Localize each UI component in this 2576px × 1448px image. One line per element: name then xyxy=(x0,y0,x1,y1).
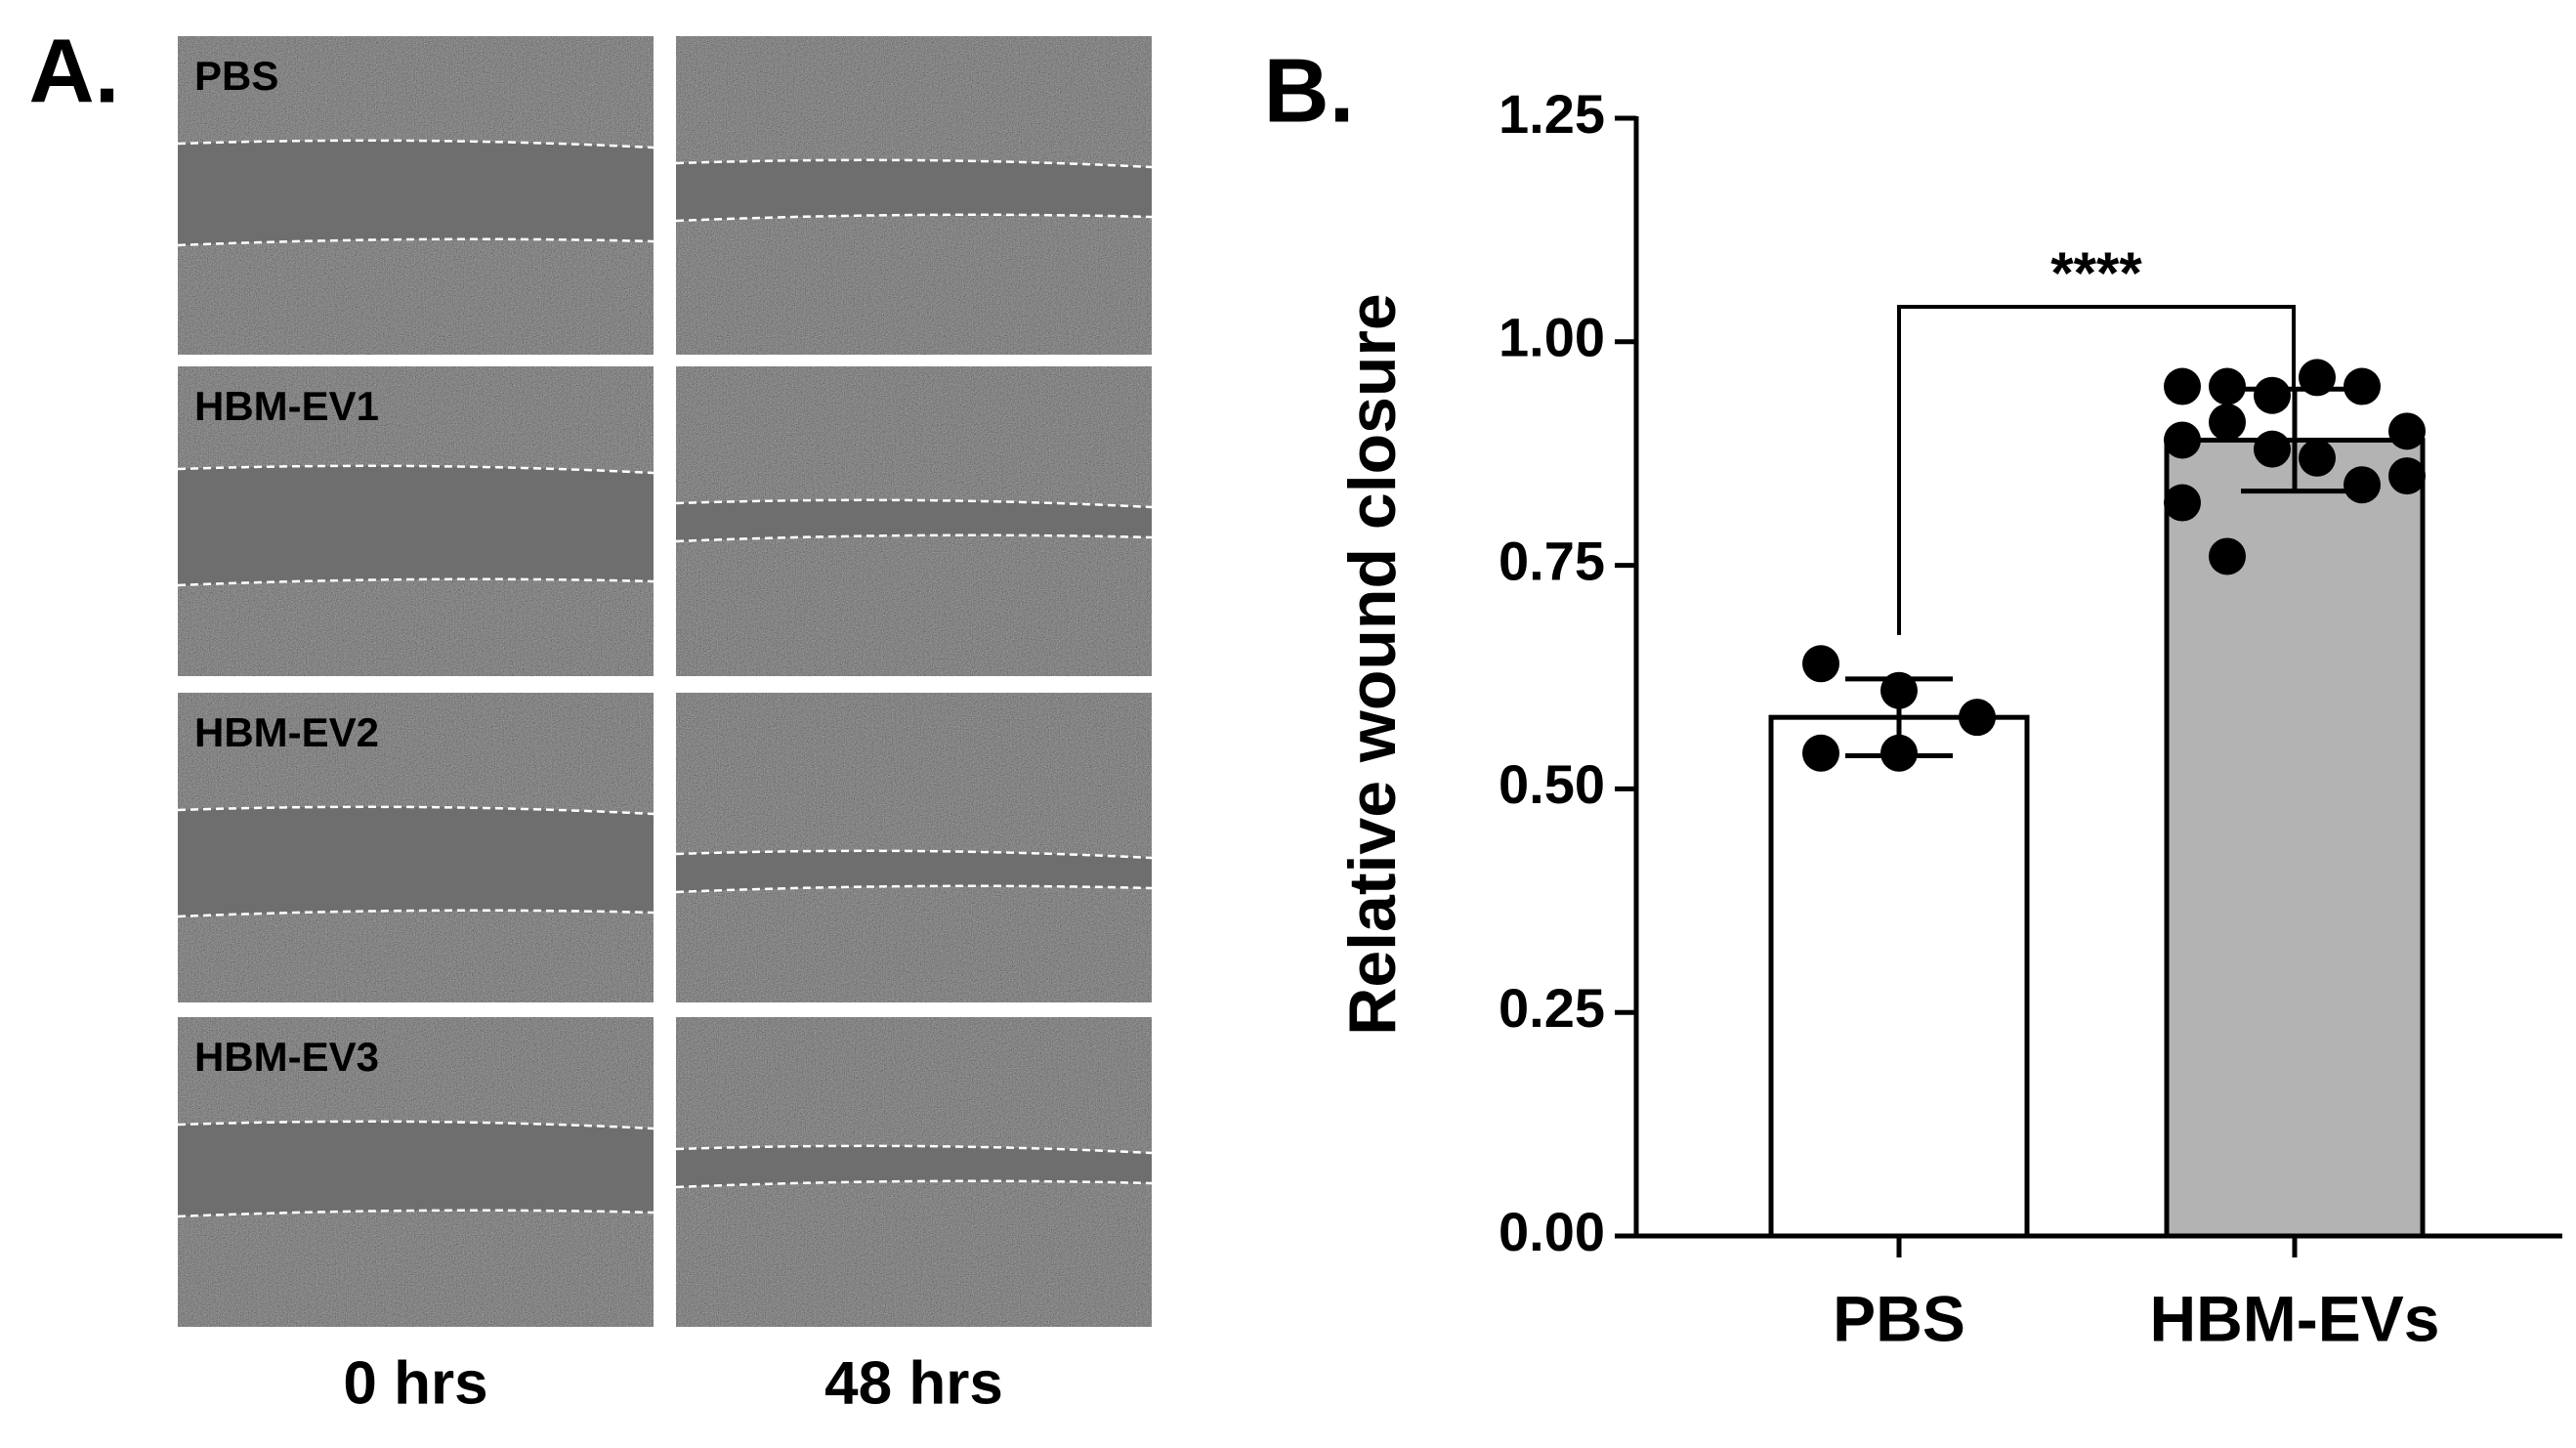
y-tick-label: 1.00 xyxy=(1499,307,1605,368)
wound-gap xyxy=(178,806,654,916)
data-point xyxy=(1880,671,1918,709)
wound-edge xyxy=(675,849,1153,860)
timepoint-label: 48 hrs xyxy=(824,1349,1003,1417)
wound-gap xyxy=(676,499,1152,541)
image-label: HBM-EV1 xyxy=(194,383,379,429)
wound-edge xyxy=(177,1209,655,1218)
bar xyxy=(2164,437,2426,1239)
panel-label: A. xyxy=(29,21,120,122)
y-tick-label: 0.50 xyxy=(1499,753,1605,815)
wound-edge xyxy=(675,533,1153,543)
wound-edge xyxy=(675,1179,1153,1189)
data-point xyxy=(2209,537,2246,575)
image-label: HBM-EV3 xyxy=(194,1034,379,1080)
data-point xyxy=(1802,734,1839,772)
data-point xyxy=(2164,484,2201,522)
wound-gap xyxy=(676,1145,1152,1187)
x-tick-label: HBM-EVs xyxy=(2149,1282,2439,1354)
data-point xyxy=(2299,359,2336,397)
panel-label: B. xyxy=(1264,40,1355,142)
wound-gap xyxy=(178,465,654,585)
wound-edge xyxy=(177,237,655,247)
micrograph xyxy=(675,1017,1153,1327)
wound-gap xyxy=(178,140,654,245)
micrograph xyxy=(177,36,655,355)
x-tick-label: PBS xyxy=(1833,1282,1965,1354)
micrograph xyxy=(177,693,655,1002)
data-point xyxy=(2388,457,2426,495)
wound-edge xyxy=(177,139,655,149)
micrograph xyxy=(675,36,1153,355)
wound-edge xyxy=(675,1144,1153,1155)
data-point xyxy=(2164,367,2201,405)
data-point xyxy=(2299,439,2336,477)
wound-edge xyxy=(177,464,655,475)
data-point xyxy=(2209,404,2246,442)
significance-bracket xyxy=(1897,305,2296,635)
image-label: PBS xyxy=(194,53,278,99)
y-tick-label: 1.25 xyxy=(1499,83,1605,145)
y-tick-label: 0.75 xyxy=(1499,530,1605,591)
data-point xyxy=(1880,734,1918,772)
image-label: HBM-EV2 xyxy=(194,709,379,755)
wound-edge xyxy=(177,805,655,816)
panel-b: Relative wound closure 0.00 0.25 0.50 0.75 1.… xyxy=(1335,83,2562,1354)
data-point xyxy=(2344,466,2381,504)
data-point xyxy=(2209,367,2246,405)
micrograph xyxy=(675,366,1153,676)
data-point xyxy=(2254,376,2291,414)
wound-edge xyxy=(675,884,1153,894)
panel-a: PBS HBM-EV1 HBM-EV2 HBM-EV3 0 hrs 48 hrs xyxy=(177,36,1153,1417)
data-point xyxy=(2344,367,2381,405)
bar xyxy=(1768,714,2030,1239)
wound-edge xyxy=(177,909,655,918)
micrograph-bg xyxy=(676,693,1152,1002)
y-axis-title: Relative wound closure xyxy=(1335,293,1410,1036)
micrograph xyxy=(177,1017,655,1327)
micrograph xyxy=(675,693,1153,1002)
wound-edge xyxy=(177,577,655,587)
y-tick-label: 0.25 xyxy=(1499,977,1605,1039)
micrograph xyxy=(177,366,655,676)
wound-edge xyxy=(675,498,1153,509)
wound-gap xyxy=(676,850,1152,892)
data-point xyxy=(2388,412,2426,450)
wound-edge xyxy=(675,213,1153,223)
wound-edge xyxy=(675,158,1153,169)
data-point xyxy=(1959,699,1996,737)
significance-label: **** xyxy=(2050,240,2142,306)
wound-gap xyxy=(178,1121,654,1216)
y-tick-label: 0.00 xyxy=(1499,1201,1605,1262)
data-point xyxy=(2164,421,2201,459)
wound-gap xyxy=(676,159,1152,221)
data-point xyxy=(1802,645,1839,683)
timepoint-label: 0 hrs xyxy=(343,1349,487,1417)
wound-edge xyxy=(177,1120,655,1130)
data-point xyxy=(2254,430,2291,468)
